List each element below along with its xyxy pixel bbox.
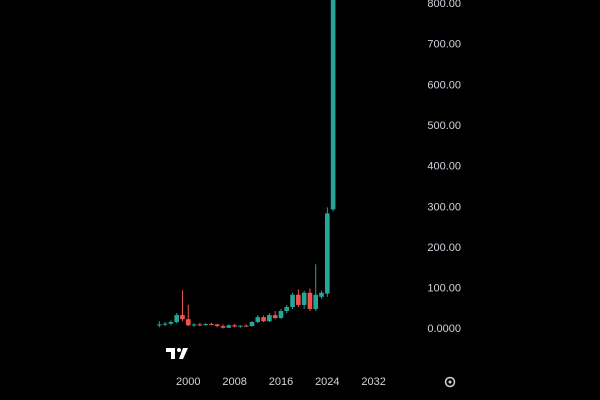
candle-body bbox=[168, 322, 174, 324]
y-tick-label: 0.0000 bbox=[427, 323, 461, 335]
candle-body bbox=[203, 324, 208, 326]
candle-body bbox=[180, 315, 185, 320]
candle-body bbox=[261, 317, 266, 322]
y-tick-label: 700.00 bbox=[427, 39, 461, 51]
candle-body bbox=[330, 0, 336, 210]
y-tick-label: 600.00 bbox=[427, 79, 461, 91]
y-tick-label: 800.00 bbox=[427, 0, 461, 10]
candle-body bbox=[174, 315, 180, 323]
x-tick-label: 2032 bbox=[361, 376, 385, 388]
candle-body bbox=[255, 317, 261, 323]
x-tick-label: 2000 bbox=[176, 376, 200, 388]
candle-body bbox=[272, 315, 278, 318]
x-tick-label: 2016 bbox=[269, 376, 293, 388]
candle-body bbox=[197, 324, 203, 326]
candle-body bbox=[307, 292, 313, 310]
candle-body bbox=[238, 325, 243, 327]
y-tick-label: 400.00 bbox=[427, 161, 461, 173]
candle-body bbox=[296, 294, 301, 305]
y-tick-label: 500.00 bbox=[427, 120, 461, 132]
candle-body bbox=[324, 213, 330, 294]
candle-body bbox=[319, 292, 324, 297]
y-tick-label: 200.00 bbox=[427, 242, 461, 254]
candle-body bbox=[290, 294, 295, 307]
candle-body bbox=[156, 324, 162, 326]
candle-body bbox=[214, 324, 220, 327]
tradingview-logo[interactable] bbox=[166, 348, 188, 359]
candle-body bbox=[226, 325, 232, 328]
candle-body bbox=[313, 294, 319, 310]
candle-body bbox=[162, 323, 168, 325]
x-tick-label: 2008 bbox=[222, 376, 246, 388]
candle-body bbox=[191, 324, 197, 326]
x-tick-label: 2024 bbox=[315, 376, 339, 388]
candle-body bbox=[232, 325, 237, 327]
settings-icon[interactable] bbox=[444, 376, 456, 388]
candle-body bbox=[267, 315, 272, 322]
y-tick-label: 100.00 bbox=[427, 283, 461, 295]
y-tick-label: 300.00 bbox=[427, 201, 461, 213]
plot-area bbox=[156, 0, 336, 329]
candle-body bbox=[243, 325, 249, 327]
candle-body bbox=[284, 306, 290, 312]
candle-body bbox=[278, 311, 284, 318]
candle-body bbox=[249, 322, 255, 327]
candle-body bbox=[185, 319, 191, 326]
candle-body bbox=[220, 326, 226, 328]
candle-body bbox=[209, 324, 214, 326]
candle-body bbox=[301, 292, 307, 305]
